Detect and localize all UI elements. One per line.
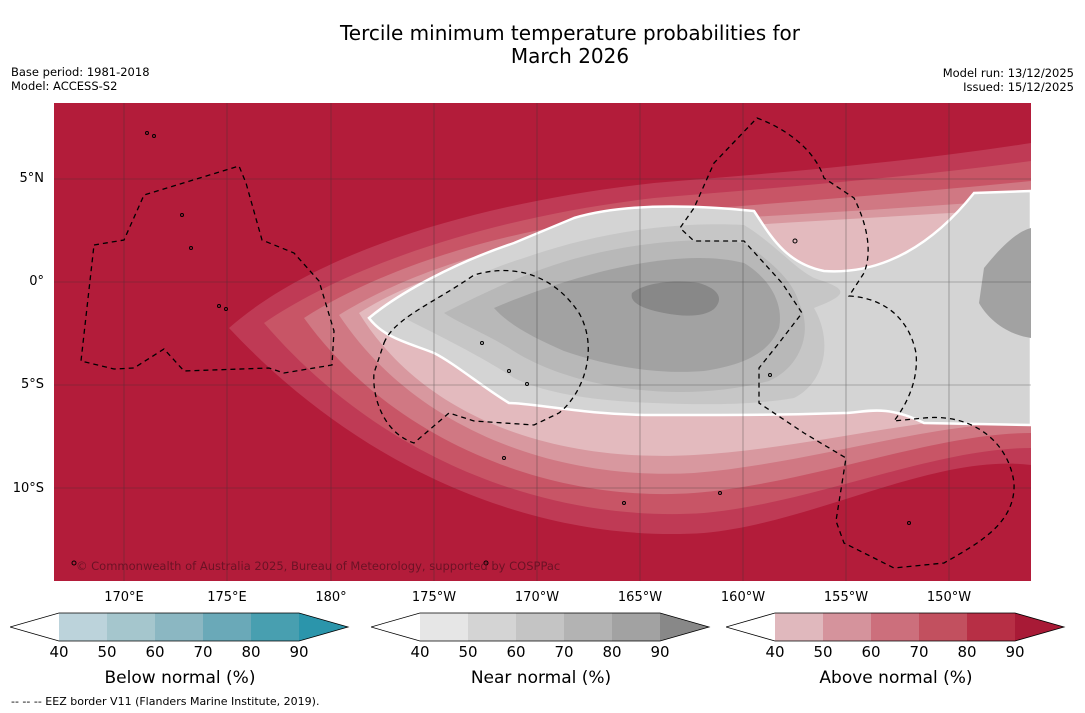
colorbar-near-title: Near normal (%) bbox=[470, 668, 612, 688]
island bbox=[480, 341, 484, 345]
cbar-below-seg-1 bbox=[59, 613, 107, 641]
island bbox=[792, 238, 798, 244]
lon-label-160w: 160°W bbox=[720, 590, 766, 605]
meta-right: Model run: 13/12/2025 Issued: 15/12/2025 bbox=[943, 66, 1074, 94]
lon-label-150w: 150°W bbox=[926, 590, 972, 605]
cbar-above-seg-4 bbox=[919, 613, 967, 641]
lon-label-170e: 170°E bbox=[104, 590, 144, 605]
island bbox=[483, 560, 489, 566]
cbar-near-tick: 70 bbox=[554, 643, 574, 661]
island bbox=[718, 491, 722, 495]
lon-label-175e: 175°E bbox=[207, 590, 247, 605]
island bbox=[189, 246, 193, 250]
model-name: Model: ACCESS-S2 bbox=[11, 79, 118, 93]
lat-label-10s: 10°S bbox=[12, 481, 44, 496]
cbar-above-seg-5 bbox=[967, 613, 1015, 641]
island bbox=[217, 304, 221, 308]
issued-date: Issued: 15/12/2025 bbox=[963, 80, 1074, 94]
base-period: Base period: 1981-2018 bbox=[11, 65, 150, 79]
cbar-near-tick: 90 bbox=[650, 643, 670, 661]
cbar-above-seg-2 bbox=[823, 613, 871, 641]
cbar-above-seg-0 bbox=[726, 613, 775, 641]
cbar-above-tick: 40 bbox=[765, 643, 785, 661]
lon-label-175w: 175°W bbox=[411, 590, 457, 605]
cbar-above-tick: 60 bbox=[861, 643, 881, 661]
near-band-90 bbox=[631, 281, 719, 316]
island bbox=[152, 134, 156, 138]
cbar-below-tick: 70 bbox=[193, 643, 213, 661]
cbar-below-seg-3 bbox=[155, 613, 203, 641]
eez-borders bbox=[80, 117, 1015, 569]
cbar-near-seg-0 bbox=[371, 613, 420, 641]
cbar-near-tick: 40 bbox=[410, 643, 430, 661]
eez-border-east bbox=[679, 117, 1015, 569]
cbar-above-seg-1 bbox=[775, 613, 823, 641]
island bbox=[180, 213, 184, 217]
lat-label-5n: 5°N bbox=[19, 171, 45, 186]
cbar-below-seg-6 bbox=[299, 613, 348, 641]
cbar-below-tick: 50 bbox=[97, 643, 117, 661]
cbar-below-tick: 60 bbox=[145, 643, 165, 661]
cbar-above-tick: 80 bbox=[957, 643, 977, 661]
cbar-near-tick: 80 bbox=[602, 643, 622, 661]
cbar-above-tick: 90 bbox=[1005, 643, 1025, 661]
title-line-1: Tercile minimum temperature probabilitie… bbox=[339, 21, 801, 45]
island bbox=[145, 131, 149, 135]
cbar-below-tick: 40 bbox=[49, 643, 69, 661]
islands bbox=[71, 131, 911, 566]
lon-label-170w: 170°W bbox=[514, 590, 560, 605]
cbar-below-seg-2 bbox=[107, 613, 155, 641]
colorbar-above-title: Above normal (%) bbox=[819, 668, 973, 688]
colorbar-below bbox=[10, 612, 350, 642]
cbar-near-seg-1 bbox=[420, 613, 468, 641]
island bbox=[768, 373, 772, 377]
near-right-region bbox=[979, 228, 1031, 338]
cbar-below-tick: 80 bbox=[241, 643, 261, 661]
model-run: Model run: 13/12/2025 bbox=[942, 66, 1074, 80]
lon-label-165w: 165°W bbox=[617, 590, 663, 605]
cbar-above-tick: 50 bbox=[813, 643, 833, 661]
eez-footnote: -- -- -- EEZ border V11 (Flanders Marine… bbox=[11, 695, 320, 708]
cbar-below-seg-5 bbox=[251, 613, 299, 641]
island bbox=[525, 382, 529, 386]
meta-left: Base period: 1981-2018 Model: ACCESS-S2 bbox=[11, 65, 150, 93]
eez-border-central bbox=[373, 269, 589, 444]
cbar-near-seg-2 bbox=[468, 613, 516, 641]
island bbox=[907, 521, 911, 525]
cbar-near-seg-6 bbox=[660, 613, 709, 641]
cbar-below-seg-4 bbox=[203, 613, 251, 641]
colorbar-below-title: Below normal (%) bbox=[104, 668, 256, 688]
title-line-2: March 2026 bbox=[510, 44, 630, 68]
lon-label-180: 180° bbox=[315, 590, 347, 605]
cbar-near-seg-5 bbox=[612, 613, 660, 641]
eez-border-west bbox=[80, 165, 335, 374]
probability-map: © Commonwealth of Australia 2025, Bureau… bbox=[54, 103, 1031, 581]
near-band-80 bbox=[494, 257, 780, 372]
lon-label-155w: 155°W bbox=[823, 590, 869, 605]
cbar-below-tick: 90 bbox=[289, 643, 309, 661]
island bbox=[71, 560, 77, 566]
cbar-near-tick: 50 bbox=[458, 643, 478, 661]
lat-label-0: 0° bbox=[29, 274, 44, 289]
lat-label-5s: 5°S bbox=[20, 377, 44, 392]
cbar-above-seg-3 bbox=[871, 613, 919, 641]
cbar-near-seg-4 bbox=[564, 613, 612, 641]
cbar-above-seg-6 bbox=[1015, 613, 1064, 641]
cbar-near-tick: 60 bbox=[506, 643, 526, 661]
cbar-near-seg-3 bbox=[516, 613, 564, 641]
copyright-note: © Commonwealth of Australia 2025, Bureau… bbox=[76, 559, 560, 573]
island bbox=[507, 369, 511, 373]
cbar-above-tick: 70 bbox=[909, 643, 929, 661]
graticule bbox=[54, 103, 1031, 581]
island bbox=[622, 501, 626, 505]
island bbox=[224, 307, 228, 311]
island bbox=[502, 456, 506, 460]
chart-title: Tercile minimum temperature probabilitie… bbox=[0, 22, 1085, 68]
colorbar-above bbox=[726, 612, 1066, 642]
colorbar-near bbox=[371, 612, 711, 642]
cbar-below-seg-0 bbox=[10, 613, 59, 641]
